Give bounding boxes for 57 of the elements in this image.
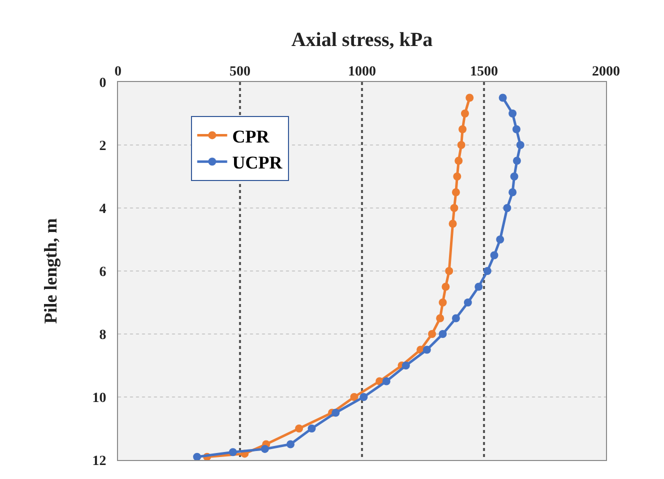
point (450, 204, 458, 212)
y-tick-label: 0 (99, 76, 106, 91)
x-tick-label: 0 (114, 64, 122, 80)
point (442, 282, 450, 291)
x-tick-label: 500 (230, 64, 250, 80)
point (286, 440, 295, 448)
point (490, 251, 498, 260)
point (483, 267, 492, 275)
legend-label: CPR (232, 126, 270, 146)
point (360, 393, 368, 401)
x-tick-label: 1500 (470, 64, 498, 80)
point (508, 110, 517, 118)
point (452, 314, 460, 322)
point (350, 393, 358, 401)
point (260, 444, 269, 453)
point (496, 236, 504, 244)
point (512, 125, 520, 134)
point (332, 408, 340, 417)
point (448, 220, 457, 228)
point (460, 110, 469, 118)
point (193, 452, 202, 461)
point (228, 448, 237, 456)
point (498, 94, 507, 102)
y-axis-title: Pile length, m (40, 218, 60, 324)
point (464, 298, 472, 306)
y-tick-label: 2 (99, 138, 106, 154)
point (457, 141, 466, 149)
point (516, 141, 524, 149)
point (445, 267, 454, 275)
point (308, 424, 316, 432)
y-tick-label: 10 (92, 390, 106, 406)
point (458, 125, 467, 134)
point (466, 94, 474, 102)
point (438, 298, 447, 306)
x-axis-title: Axial stress, kPa (291, 28, 433, 51)
x-tick-label: 1000 (348, 64, 376, 80)
point (422, 346, 431, 354)
y-tick-label: 12 (92, 454, 106, 469)
y-tick-label: 6 (99, 264, 106, 280)
y-tick-label: 8 (99, 328, 106, 343)
point (295, 424, 304, 432)
legend-label: UCPR (232, 152, 284, 173)
point (438, 330, 447, 338)
x-tick-label: 2000 (592, 64, 620, 80)
point (402, 362, 410, 370)
point (474, 282, 483, 291)
point (428, 330, 436, 338)
y-tick-label: 4 (99, 202, 106, 217)
point (510, 172, 518, 180)
point (436, 314, 444, 322)
point (503, 204, 512, 212)
point (454, 156, 463, 165)
point (508, 188, 517, 196)
point (382, 377, 390, 386)
point (512, 156, 521, 165)
point (453, 172, 462, 180)
point (452, 188, 460, 196)
